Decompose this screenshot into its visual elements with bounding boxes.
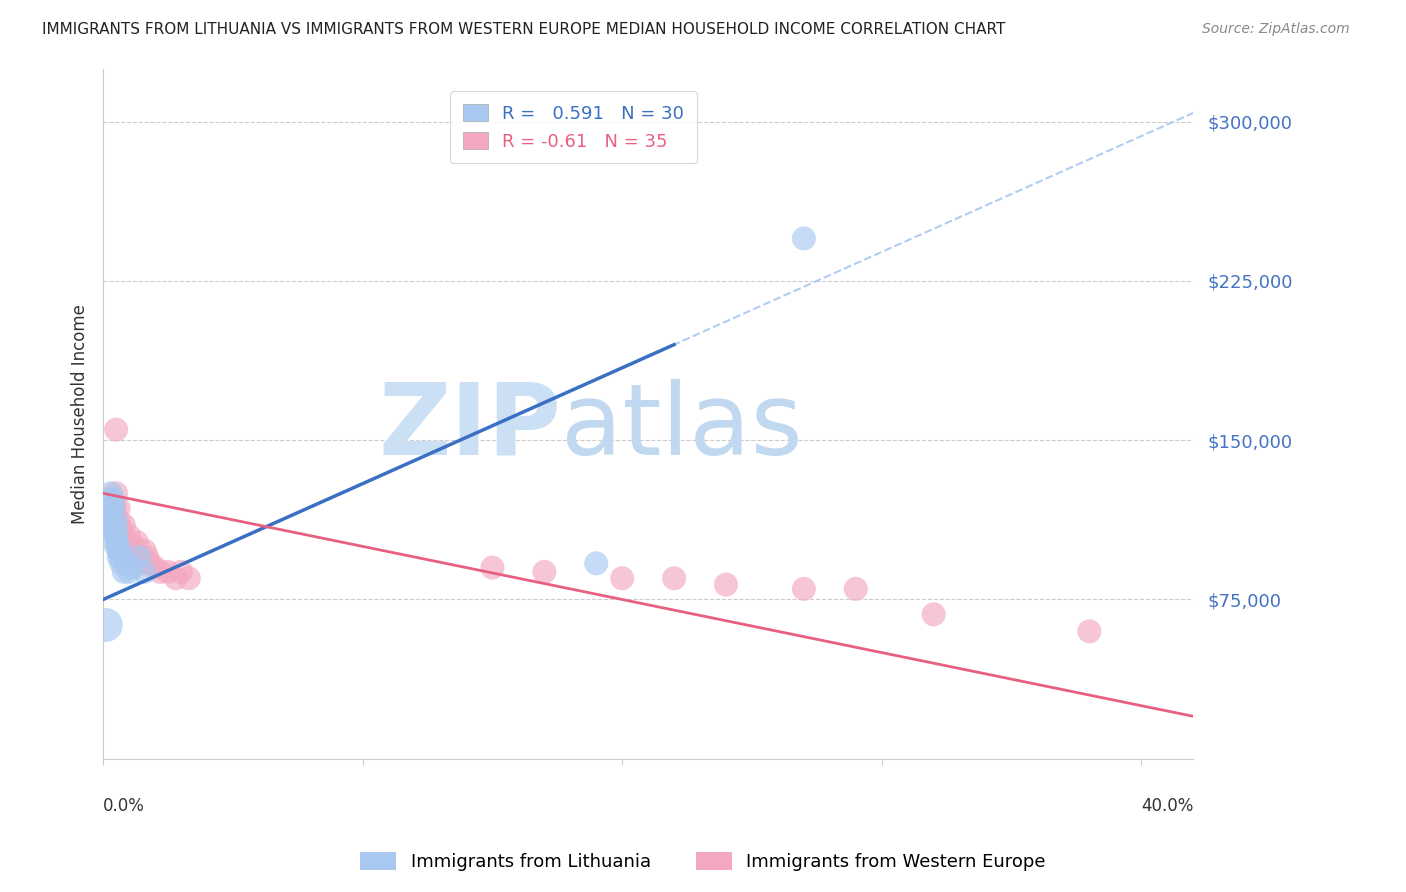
Point [94,501,117,516]
Point [105,514,128,528]
Point [118,565,141,579]
Text: 40.0%: 40.0% [1140,797,1194,814]
Point [100,492,122,507]
Point [103,523,125,537]
Point [139,557,162,571]
Point [714,577,737,591]
Point [100,486,122,500]
Point [1078,624,1101,639]
Point [134,565,156,579]
Point [177,571,200,585]
Point [585,557,607,571]
Point [793,231,815,245]
Text: ZIP: ZIP [378,379,561,476]
Point [110,523,132,537]
Point [105,423,128,437]
Point [662,571,685,585]
Point [100,497,122,511]
Point [165,571,187,585]
Point [115,557,138,571]
Point [121,560,143,574]
Point [125,535,148,549]
Point [97,492,120,507]
Text: IMMIGRANTS FROM LITHUANIA VS IMMIGRANTS FROM WESTERN EUROPE MEDIAN HOUSEHOLD INC: IMMIGRANTS FROM LITHUANIA VS IMMIGRANTS … [42,22,1005,37]
Point [107,501,129,516]
Point [124,540,146,554]
Text: Source: ZipAtlas.com: Source: ZipAtlas.com [1202,22,1350,37]
Text: atlas: atlas [561,379,803,476]
Point [103,518,125,533]
Point [105,486,128,500]
Point [97,501,120,516]
Point [922,607,945,622]
Point [94,618,117,632]
Point [97,523,120,537]
Point [481,560,503,574]
Point [112,565,135,579]
Point [105,540,128,554]
Point [170,565,193,579]
Point [612,571,634,585]
Legend: R =   0.591   N = 30, R = -0.61   N = 35: R = 0.591 N = 30, R = -0.61 N = 35 [450,91,697,163]
Point [533,565,555,579]
Point [110,549,132,564]
Point [143,560,166,574]
Point [107,514,129,528]
Point [97,514,120,528]
Text: 0.0%: 0.0% [103,797,145,814]
Point [100,514,122,528]
Point [105,523,128,537]
Point [845,582,868,596]
Point [131,557,153,571]
Point [105,535,128,549]
Point [110,557,132,571]
Point [107,540,129,554]
Point [149,565,172,579]
Point [136,549,159,564]
Point [121,543,143,558]
Point [128,549,150,564]
Point [105,529,128,543]
Point [100,505,122,519]
Point [103,501,125,516]
Point [156,565,179,579]
Point [793,582,815,596]
Point [118,529,141,543]
Point [107,543,129,558]
Point [134,543,156,558]
Point [112,518,135,533]
Point [103,492,125,507]
Point [107,549,129,564]
Point [115,540,138,554]
Point [103,501,125,516]
Y-axis label: Median Household Income: Median Household Income [72,303,89,524]
Legend: Immigrants from Lithuania, Immigrants from Western Europe: Immigrants from Lithuania, Immigrants fr… [353,846,1053,879]
Point [128,549,150,564]
